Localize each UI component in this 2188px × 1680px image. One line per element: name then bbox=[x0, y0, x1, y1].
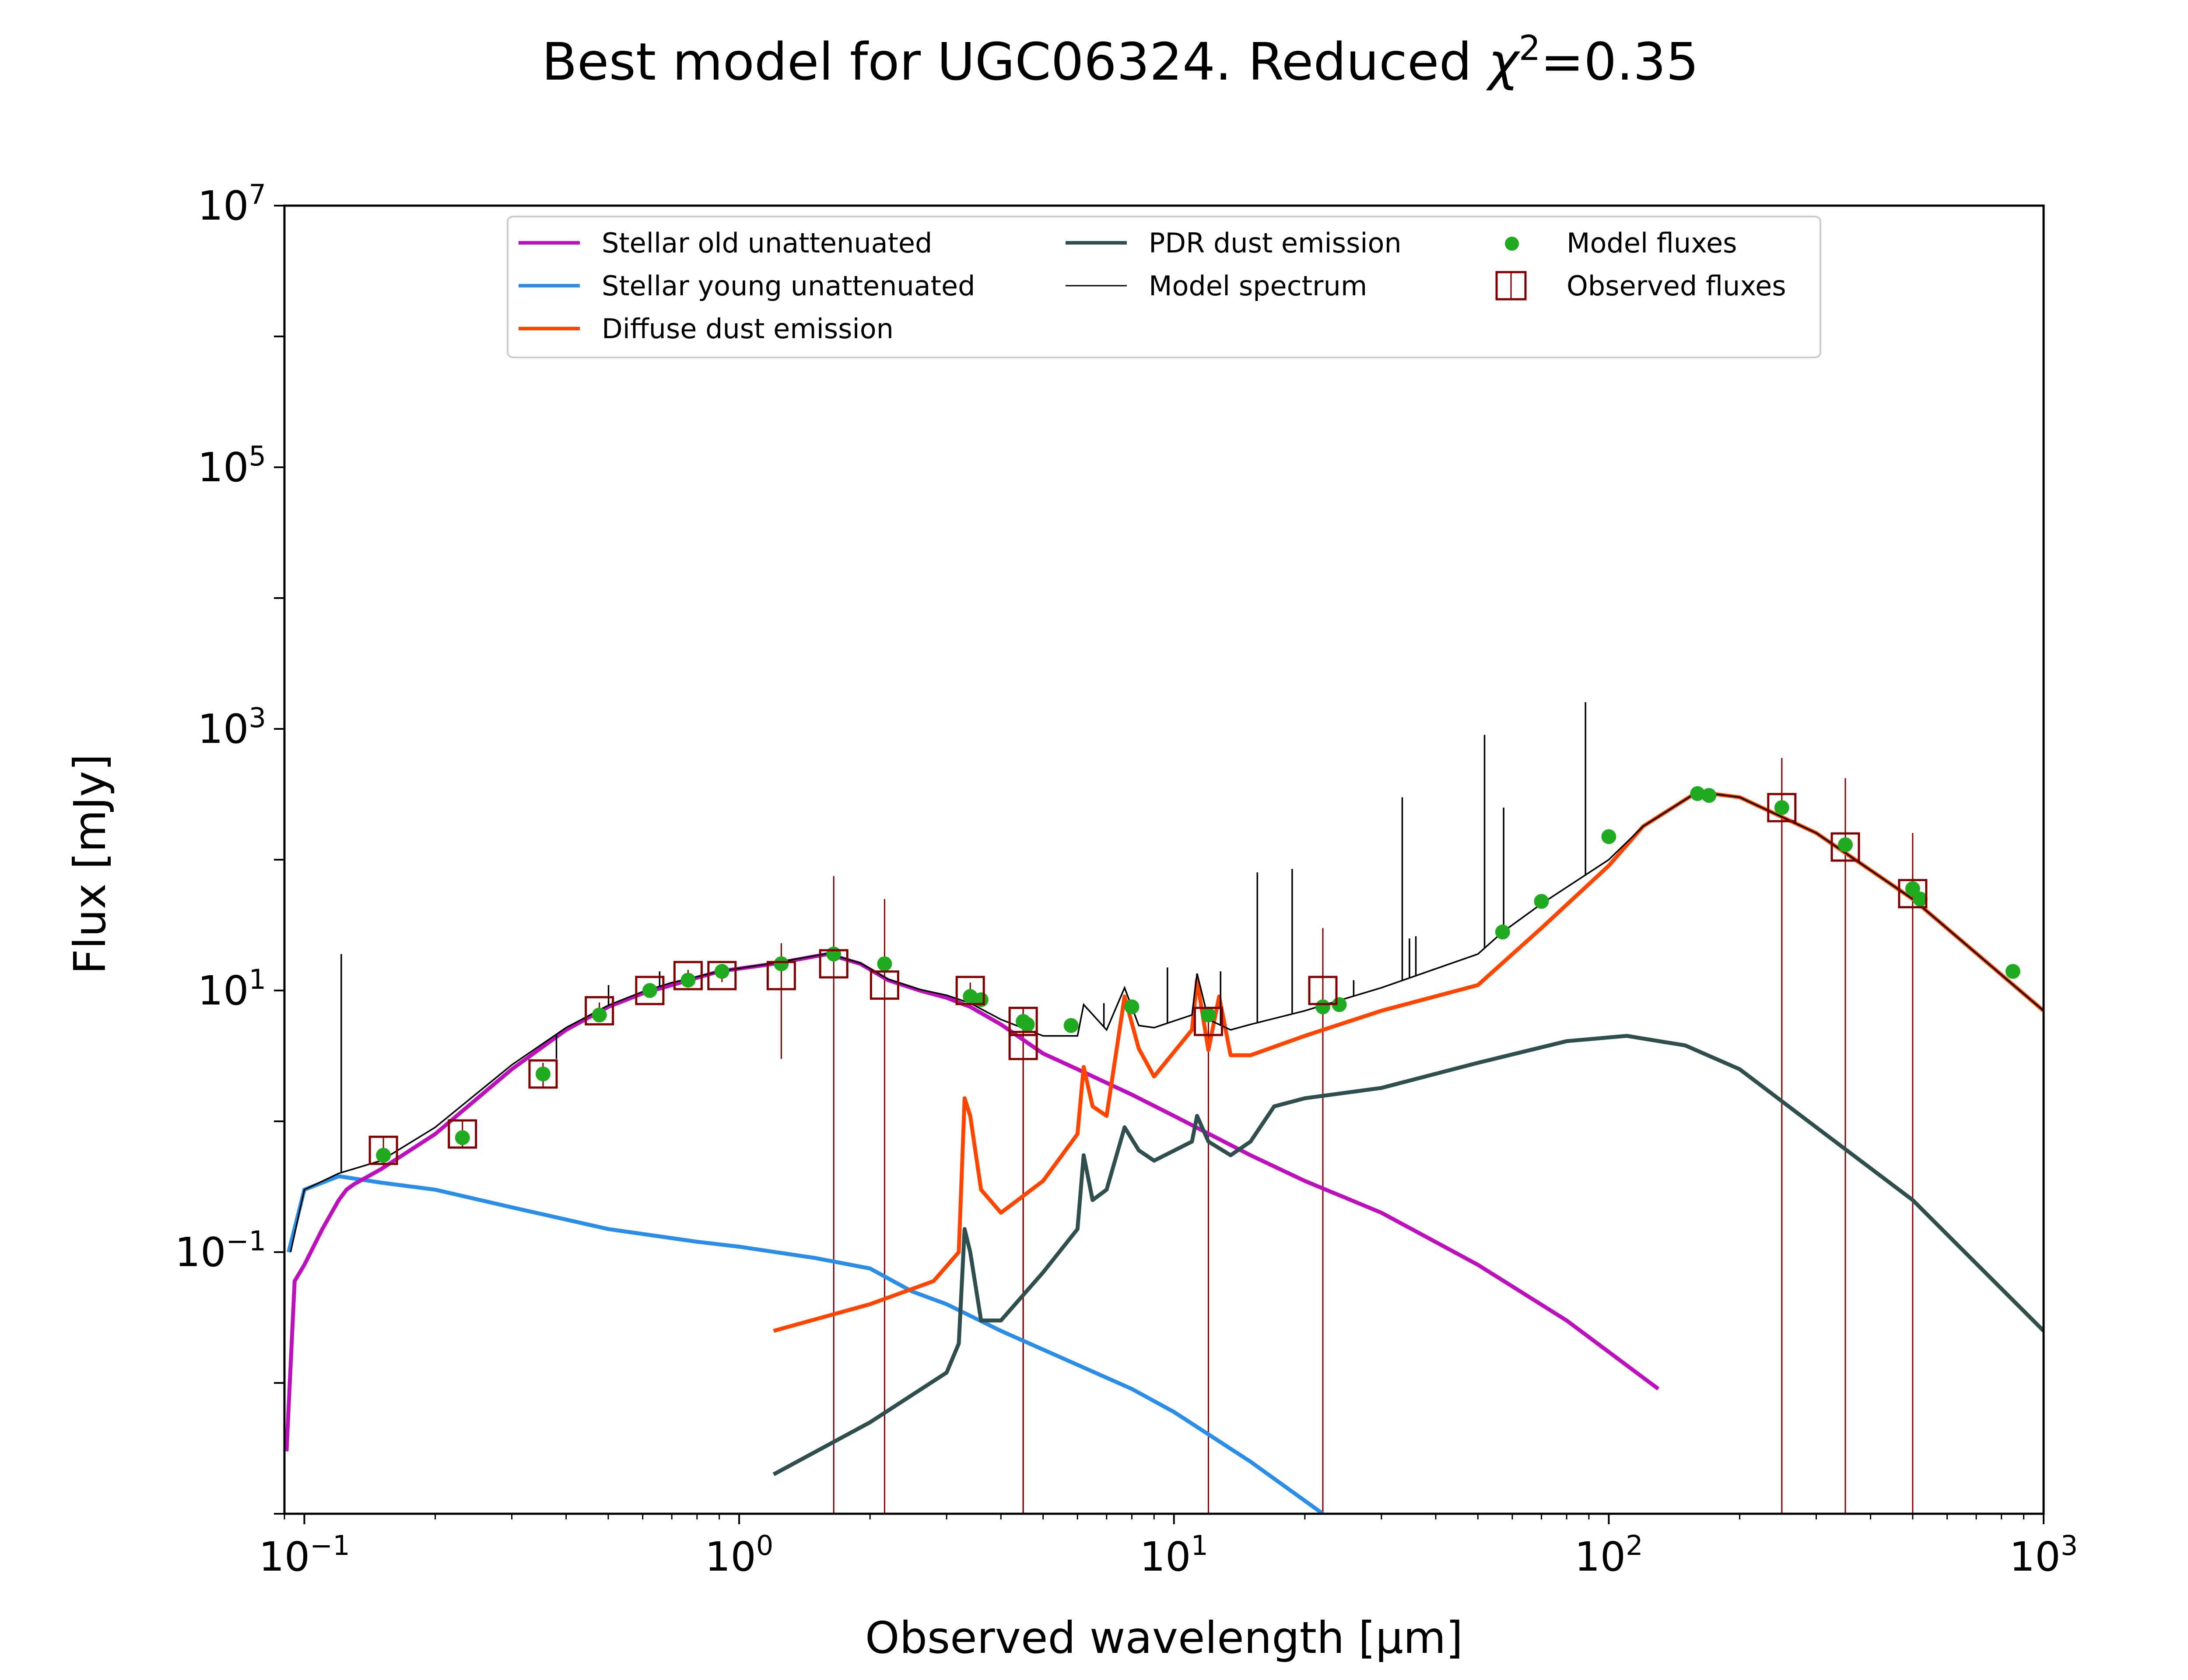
model-flux-point bbox=[680, 973, 696, 988]
plot-area bbox=[284, 702, 2044, 1514]
model-flux-point bbox=[1124, 999, 1140, 1015]
model-flux-point bbox=[1912, 892, 1928, 907]
model-flux-point bbox=[1601, 829, 1616, 844]
observed-flux-point bbox=[1008, 1031, 1038, 1060]
observed-flux-point bbox=[673, 961, 703, 990]
observed-flux-point bbox=[766, 961, 796, 990]
y-tick-label: 103 bbox=[197, 702, 266, 753]
model-flux-point bbox=[1905, 881, 1920, 896]
observed-flux-point bbox=[1898, 879, 1928, 909]
observed-flux-point bbox=[448, 1119, 477, 1149]
model-flux-point bbox=[826, 946, 842, 962]
y-tick-label: 10−1 bbox=[175, 1225, 266, 1276]
observed-flux-point bbox=[819, 949, 849, 979]
legend-entry-pdr-dust: PDR dust emission bbox=[1066, 227, 1402, 259]
model-flux-point bbox=[1201, 1007, 1216, 1022]
legend-entry-stellar-old: Stellar old unattenuated bbox=[519, 227, 932, 259]
model-flux-point bbox=[535, 1066, 551, 1082]
model-flux-point bbox=[1701, 788, 1717, 803]
y-tick-label: 107 bbox=[197, 178, 266, 230]
plot-frame bbox=[283, 204, 2045, 1515]
observed-flux-point bbox=[707, 961, 737, 990]
observed-flux-point bbox=[635, 976, 665, 1005]
y-tick-label: 105 bbox=[197, 440, 266, 491]
legend-label-stellar-young: Stellar young unattenuated bbox=[602, 270, 975, 302]
observed-flux-point bbox=[368, 1135, 398, 1165]
x-tick-label: 100 bbox=[705, 1530, 774, 1581]
chart-title: Best model for UGC06324. Reduced χ2=0.35 bbox=[542, 29, 1699, 92]
model-flux-point bbox=[1315, 999, 1330, 1015]
legend-label-observed-fluxes: Observed fluxes bbox=[1567, 270, 1786, 302]
legend-entry-stellar-young: Stellar young unattenuated bbox=[519, 270, 975, 302]
observed-flux-point bbox=[1193, 1007, 1223, 1036]
model-flux-point bbox=[1837, 837, 1853, 852]
x-tick-label: 102 bbox=[1574, 1530, 1643, 1581]
legend-label-model-fluxes: Model fluxes bbox=[1567, 227, 1737, 259]
model-flux-point bbox=[1690, 786, 1705, 801]
observed-flux-point bbox=[1767, 793, 1797, 822]
legend-label-model-spectrum: Model spectrum bbox=[1149, 270, 1367, 302]
legend-marker-model-fluxes bbox=[1505, 237, 1519, 251]
legend-entry-observed-fluxes: Observed fluxes bbox=[1495, 270, 1786, 302]
x-tick-label: 103 bbox=[2009, 1530, 2078, 1581]
legend-label-pdr-dust: PDR dust emission bbox=[1149, 227, 1402, 259]
model-flux-point bbox=[877, 956, 892, 971]
legend-label-diffuse-dust: Diffuse dust emission bbox=[602, 313, 894, 345]
model-flux-point bbox=[1495, 924, 1510, 940]
observed-flux-point bbox=[870, 970, 899, 1000]
model-flux-point bbox=[1063, 1018, 1079, 1033]
model-flux-point bbox=[642, 983, 657, 998]
model-flux-point bbox=[1774, 800, 1789, 816]
series-stellar-young-unattenuated bbox=[287, 1174, 1324, 1514]
axes: 10−1 100 101 102 103 10−1 101 103 105 107 bbox=[175, 178, 2078, 1581]
y-tick-label: 101 bbox=[197, 963, 266, 1015]
model-flux-point bbox=[376, 1148, 391, 1163]
model-flux-point bbox=[455, 1130, 470, 1145]
legend-entry-model-fluxes: Model fluxes bbox=[1505, 227, 1737, 259]
x-axis-label: Observed wavelength [μm] bbox=[865, 1612, 1463, 1663]
model-flux-point bbox=[714, 964, 729, 979]
model-flux-point bbox=[592, 1007, 607, 1022]
observed-flux-point bbox=[528, 1059, 558, 1089]
x-tick-label: 10−1 bbox=[259, 1530, 350, 1581]
y-axis-label: Flux [mJy] bbox=[64, 754, 116, 974]
legend-entry-model-spectrum: Model spectrum bbox=[1066, 270, 1367, 302]
observed-flux-point bbox=[1308, 976, 1338, 1005]
x-tick-label: 101 bbox=[1140, 1530, 1208, 1581]
legend-entry-diffuse-dust: Diffuse dust emission bbox=[519, 313, 894, 345]
observed-flux-point bbox=[1008, 1007, 1038, 1036]
observed-flux-point bbox=[1830, 832, 1860, 862]
model-flux-point bbox=[774, 956, 789, 971]
legend: Stellar old unattenuated Stellar young u… bbox=[507, 216, 1821, 358]
model-flux-point bbox=[1020, 1017, 1035, 1032]
series-diffuse-dust-emission bbox=[773, 790, 2044, 1333]
model-flux-point bbox=[2005, 964, 2020, 979]
model-flux-point bbox=[1534, 894, 1549, 909]
observed-flux-point bbox=[955, 976, 985, 1005]
legend-label-stellar-old: Stellar old unattenuated bbox=[602, 227, 932, 259]
series-pdr-dust-emission bbox=[772, 1034, 2044, 1476]
legend-box bbox=[507, 216, 1821, 358]
observed-flux-point bbox=[585, 996, 614, 1026]
